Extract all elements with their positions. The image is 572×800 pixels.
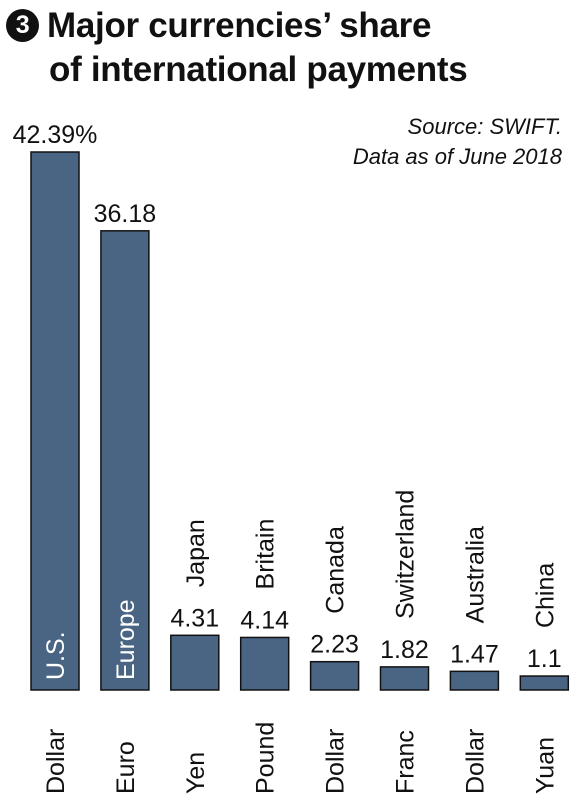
value-label-britain: 4.14 xyxy=(240,606,289,634)
bar-switzerland xyxy=(379,666,430,691)
bar-canada xyxy=(309,660,360,691)
value-label-switzerland: 1.82 xyxy=(380,636,429,664)
title-text-1: Major currencies’ share xyxy=(47,6,432,45)
currency-label-switzerland: Franc xyxy=(392,730,420,794)
source-line-2: Data as of June 2018 xyxy=(352,144,562,169)
value-label-china: 1.1 xyxy=(527,645,562,673)
country-label-china: China xyxy=(531,563,559,628)
source-line-1: Source: SWIFT. xyxy=(407,114,562,139)
bar-australia xyxy=(449,670,500,691)
currency-label-u-s-: Dollar xyxy=(42,729,70,794)
bar-japan xyxy=(170,634,220,691)
title-line-2: of international payments xyxy=(49,50,468,89)
value-label-u-s-: 42.39% xyxy=(13,121,98,149)
title-line-1: 3 Major currencies’ share xyxy=(6,4,566,48)
country-label-switzerland: Switzerland xyxy=(392,490,420,619)
value-label-australia: 1.47 xyxy=(450,640,499,668)
currency-label-europe: Euro xyxy=(112,741,140,794)
bar-britain xyxy=(239,636,290,691)
value-label-japan: 4.31 xyxy=(170,604,219,632)
country-label-australia: Australia xyxy=(461,526,489,623)
chart-title: 3 Major currencies’ share of internationa… xyxy=(6,4,566,92)
value-label-europe: 36.18 xyxy=(94,200,157,228)
source-note: Source: SWIFT. Data as of June 2018 xyxy=(353,112,562,172)
country-label-canada: Canada xyxy=(322,526,350,614)
country-label-u-s-: U.S. xyxy=(42,631,70,680)
country-label-britain: Britain xyxy=(252,519,280,590)
currency-label-canada: Dollar xyxy=(322,729,350,794)
bar-china xyxy=(519,675,570,691)
currency-label-china: Yuan xyxy=(531,737,559,794)
bar-u-s- xyxy=(30,151,80,691)
country-label-japan: Japan xyxy=(182,519,210,587)
currency-label-britain: Pound xyxy=(252,722,280,794)
country-label-europe: Europe xyxy=(112,599,140,680)
figure-number-badge: 3 xyxy=(6,9,39,42)
currency-label-japan: Yen xyxy=(182,752,210,794)
currency-label-australia: Dollar xyxy=(461,729,489,794)
bar-europe xyxy=(100,230,150,691)
value-label-canada: 2.23 xyxy=(310,631,359,659)
